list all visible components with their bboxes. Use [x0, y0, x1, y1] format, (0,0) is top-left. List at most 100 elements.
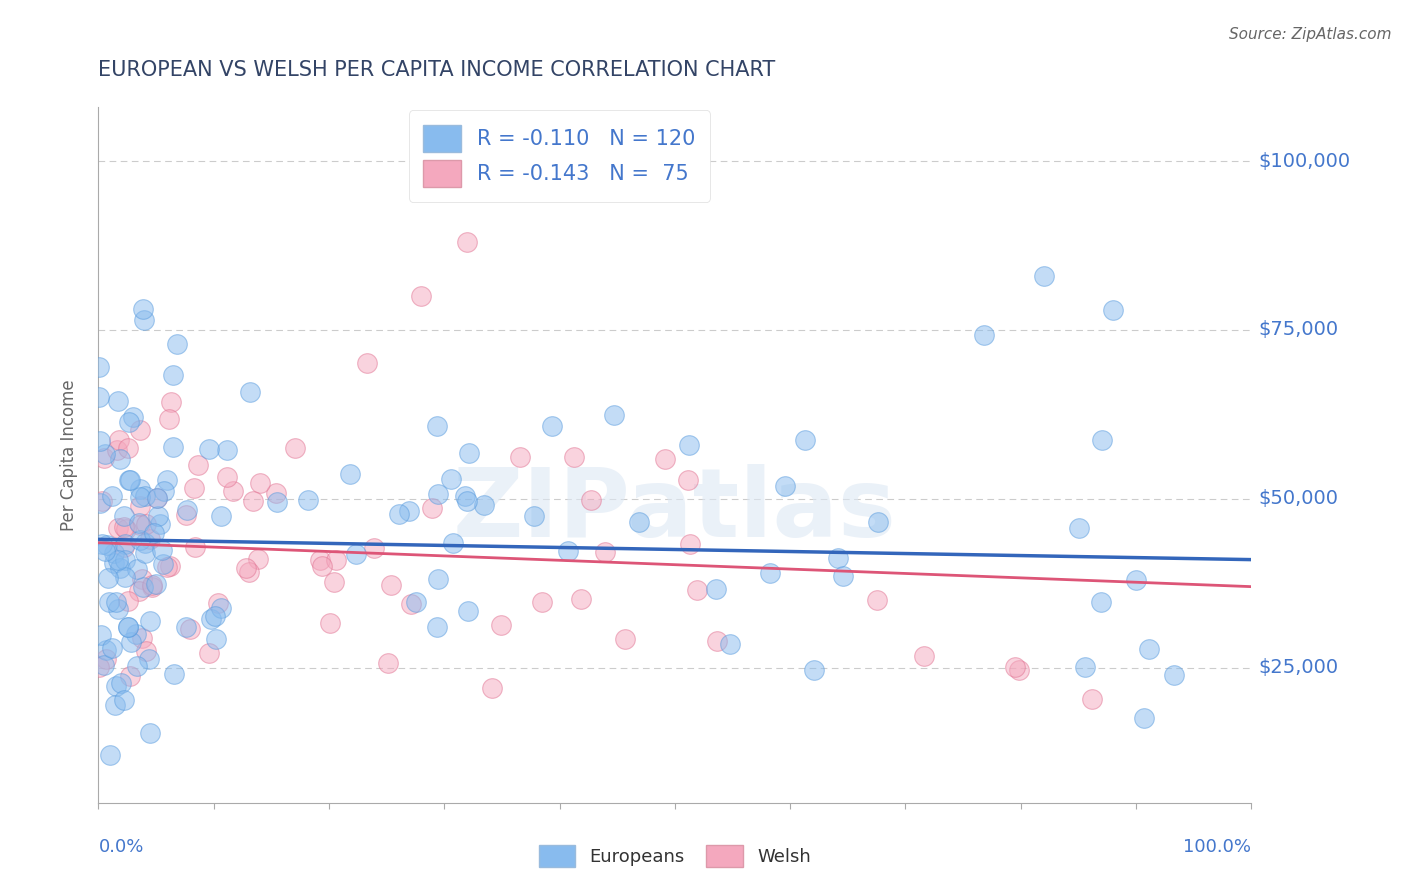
Point: [142, 525, 165, 540]
Point: [132, 301, 155, 316]
Point: [204, 609, 226, 624]
Text: $75,000: $75,000: [1258, 320, 1339, 340]
Point: [1067, 520, 1090, 534]
Point: [1008, 664, 1031, 678]
Point: [98, 595, 121, 609]
Point: [222, 483, 245, 498]
Point: [156, 559, 179, 574]
Point: [163, 667, 186, 681]
Point: [377, 656, 399, 670]
Point: [118, 669, 141, 683]
Point: [104, 679, 127, 693]
Point: [128, 500, 150, 514]
Point: [200, 612, 222, 626]
Point: [112, 520, 135, 534]
Y-axis label: Per Capita Income: Per Capita Income: [59, 379, 77, 531]
Point: [101, 489, 124, 503]
Point: [235, 560, 257, 574]
Point: [481, 681, 503, 695]
Point: [159, 558, 181, 573]
Point: [107, 602, 129, 616]
Point: [579, 492, 602, 507]
Point: [129, 423, 152, 437]
Point: [866, 515, 889, 529]
Point: [112, 540, 135, 554]
Point: [339, 467, 361, 481]
Point: [115, 522, 138, 536]
Point: [129, 482, 152, 496]
Point: [166, 337, 188, 351]
Point: [117, 620, 139, 634]
Point: [125, 659, 148, 673]
Point: [426, 620, 449, 634]
Point: [246, 552, 269, 566]
Legend: R = -0.110   N = 120, R = -0.143   N =  75: R = -0.110 N = 120, R = -0.143 N = 75: [409, 111, 710, 202]
Point: [114, 570, 136, 584]
Point: [284, 441, 307, 455]
Point: [215, 442, 238, 457]
Point: [139, 614, 162, 628]
Point: [1032, 268, 1054, 283]
Point: [97, 571, 120, 585]
Point: [108, 561, 131, 575]
Point: [117, 620, 139, 634]
Point: [489, 617, 512, 632]
Point: [117, 594, 139, 608]
Text: ZIPatlas: ZIPatlas: [453, 464, 897, 558]
Point: [128, 517, 150, 532]
Point: [209, 600, 232, 615]
Point: [457, 604, 479, 618]
Point: [112, 508, 135, 523]
Point: [135, 517, 157, 532]
Point: [139, 725, 162, 739]
Point: [89, 434, 111, 449]
Point: [1137, 642, 1160, 657]
Point: [131, 572, 153, 586]
Point: [562, 450, 585, 465]
Point: [124, 627, 146, 641]
Point: [132, 312, 155, 326]
Point: [128, 584, 150, 599]
Point: [773, 479, 796, 493]
Text: $100,000: $100,000: [1258, 152, 1351, 170]
Point: [114, 537, 136, 551]
Point: [399, 597, 422, 611]
Point: [152, 558, 174, 572]
Point: [803, 663, 825, 677]
Point: [108, 452, 131, 467]
Point: [706, 634, 728, 648]
Point: [132, 580, 155, 594]
Point: [388, 507, 411, 521]
Point: [94, 642, 117, 657]
Text: EUROPEAN VS WELSH PER CAPITA INCOME CORRELATION CHART: EUROPEAN VS WELSH PER CAPITA INCOME CORR…: [98, 61, 776, 80]
Point: [91, 537, 114, 551]
Point: [107, 521, 129, 535]
Point: [405, 594, 427, 608]
Text: Source: ZipAtlas.com: Source: ZipAtlas.com: [1229, 27, 1392, 42]
Point: [454, 489, 477, 503]
Point: [125, 562, 148, 576]
Point: [187, 458, 209, 473]
Point: [398, 503, 420, 517]
Point: [162, 440, 184, 454]
Point: [107, 434, 129, 448]
Point: [593, 545, 616, 559]
Point: [1090, 595, 1112, 609]
Point: [118, 473, 141, 487]
Point: [1102, 302, 1125, 317]
Point: [122, 410, 145, 425]
Point: [827, 551, 849, 566]
Text: $25,000: $25,000: [1258, 658, 1339, 677]
Point: [686, 582, 709, 597]
Point: [1125, 573, 1147, 587]
Point: [134, 535, 156, 549]
Point: [758, 566, 780, 580]
Text: 100.0%: 100.0%: [1184, 838, 1251, 856]
Point: [114, 693, 136, 707]
Point: [174, 508, 197, 522]
Point: [198, 442, 221, 456]
Point: [110, 676, 132, 690]
Point: [105, 595, 128, 609]
Point: [793, 433, 815, 447]
Point: [654, 452, 676, 467]
